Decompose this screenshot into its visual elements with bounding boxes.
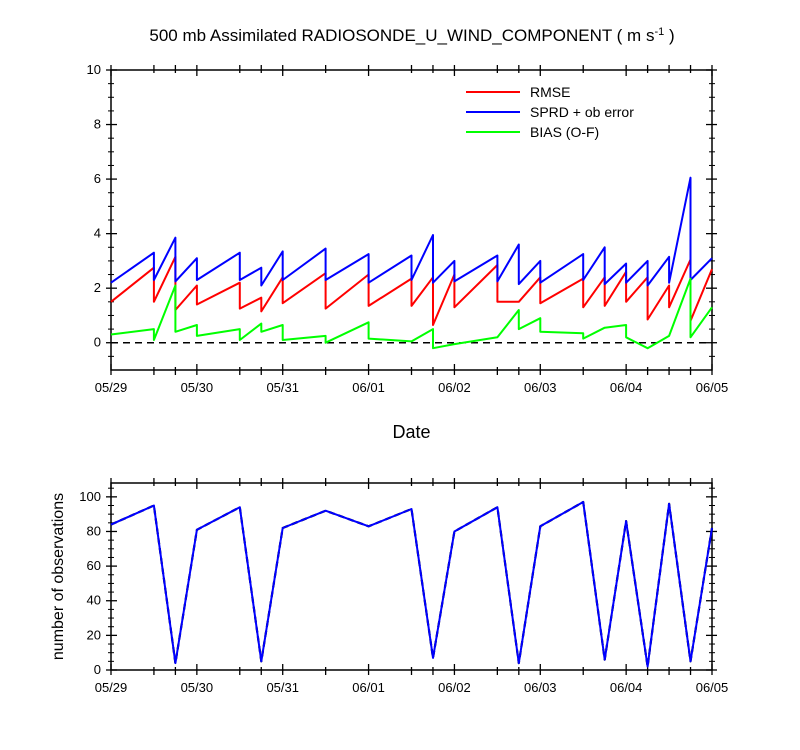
x-tick-label: 05/30 [181,380,214,395]
x-tick-label: 06/02 [438,380,471,395]
y-tick-label: 40 [87,593,101,608]
y-tick-label: 80 [87,523,101,538]
x-tick-label: 06/03 [524,380,557,395]
x-tick-label: 06/04 [610,380,643,395]
series-line-bias-o-f [110,277,713,350]
chart-title: 500 mb Assimilated RADIOSONDE_U_WIND_COM… [149,26,674,45]
x-tick-label: 05/29 [95,680,128,695]
series-line-observations [110,501,713,668]
y-tick-label: 2 [94,280,101,295]
series-line-rmse [110,255,713,326]
x-tick-label: 05/30 [181,680,214,695]
y-tick-label: 60 [87,558,101,573]
x-tick-label: 06/01 [352,380,385,395]
series-line-sprd-ob-error [110,176,713,287]
y-tick-label: 6 [94,171,101,186]
x-tick-label: 06/05 [696,380,729,395]
top-chart: 0 2 4 6 8 10 05/29 05/30 05/31 06/01 06/02 06/03 06/… [87,26,729,442]
x-axis-label: Date [392,422,430,442]
y-axis-label: number of observations [50,493,67,660]
y-tick-label: 10 [87,62,101,77]
legend-label: RMSE [530,84,570,100]
y-tick-label: 100 [79,489,101,504]
x-tick-label: 05/29 [95,380,128,395]
y-tick-label: 0 [94,335,101,350]
x-tick-label: 06/05 [696,680,729,695]
x-tick-label: 06/02 [438,680,471,695]
x-tick-label: 06/01 [352,680,385,695]
y-tick-label: 8 [94,117,101,132]
x-tick-label: 06/03 [524,680,557,695]
x-tick-label: 05/31 [266,680,299,695]
x-tick-label: 06/04 [610,680,643,695]
legend-label: SPRD + ob error [530,104,634,120]
y-tick-label: 20 [87,627,101,642]
bottom-chart: 0 20 40 60 80 100 05/29 05/30 05/31 06/01 06/02 06/… [50,478,728,695]
x-tick-label: 05/31 [266,380,299,395]
y-tick-label: 4 [94,226,101,241]
legend-label: BIAS (O-F) [530,124,599,140]
y-tick-label: 0 [94,662,101,677]
